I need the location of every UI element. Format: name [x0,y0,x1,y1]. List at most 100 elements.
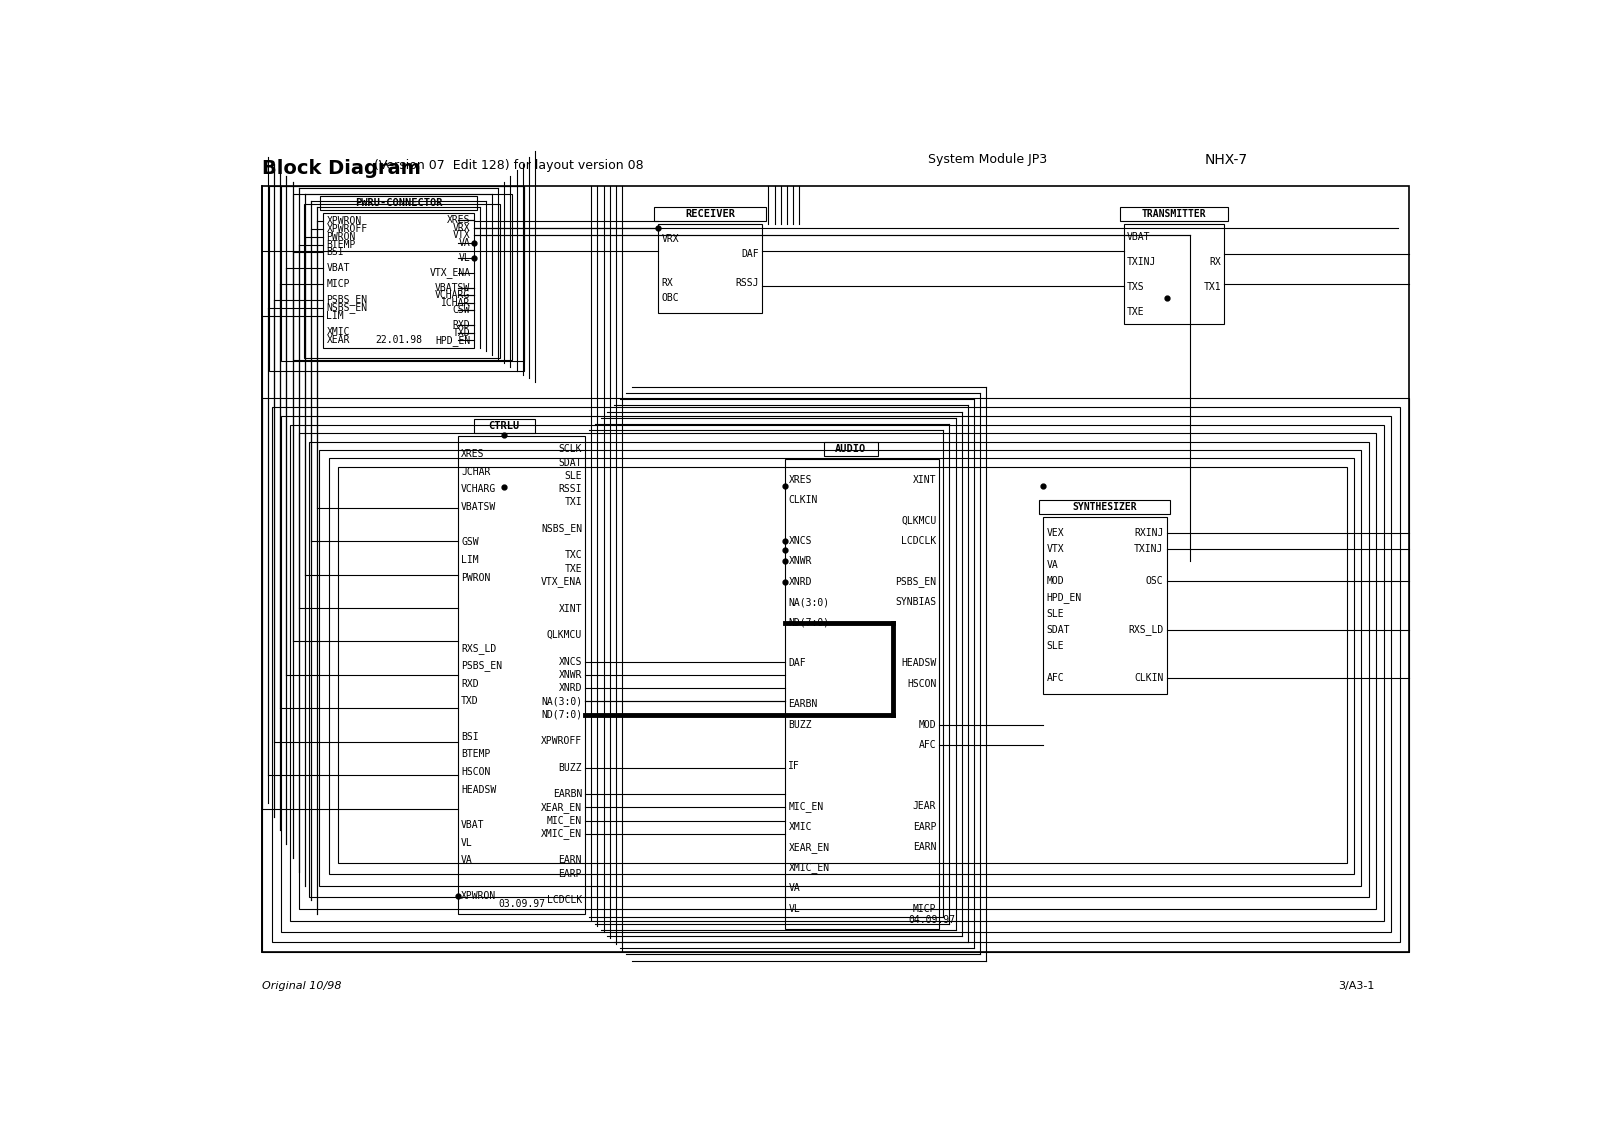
Text: AFC: AFC [1046,674,1064,683]
Bar [328,458,1354,874]
Text: JCHAR: JCHAR [461,466,491,477]
Text: RSSJ: RSSJ [736,278,758,289]
Text: HSCON: HSCON [461,767,491,777]
Text: XRES: XRES [789,474,811,484]
Text: XRES: XRES [446,215,470,225]
Text: LIM: LIM [461,555,478,565]
Bar [318,451,1362,886]
Text: CLKIN: CLKIN [789,495,818,505]
Text: PSBS_EN: PSBS_EN [461,661,502,671]
Text: MOD: MOD [1046,576,1064,586]
Bar [290,424,1384,921]
Text: RSSI: RSSI [558,484,582,495]
Text: SLE: SLE [1046,641,1064,651]
Bar [299,434,1376,909]
Text: LIM: LIM [326,311,344,320]
Text: PSBS_EN: PSBS_EN [326,294,368,306]
Text: VL: VL [459,252,470,263]
Text: VBAT: VBAT [326,264,350,273]
Text: XEAR_EN: XEAR_EN [789,842,829,852]
Text: HSCON: HSCON [907,679,936,689]
Text: TXS: TXS [1128,282,1146,292]
Text: DAF: DAF [789,659,806,669]
Bar [272,406,1400,942]
Bar [304,204,501,358]
Text: VA: VA [461,856,474,866]
Text: CTRLU: CTRLU [488,421,520,431]
Text: OSC: OSC [1146,576,1163,586]
Text: VTX_ENA: VTX_ENA [429,267,470,278]
Text: XMIC_EN: XMIC_EN [541,829,582,840]
Bar [824,443,878,456]
Text: AFC: AFC [918,740,936,751]
Text: MICP: MICP [912,903,936,914]
Text: MICP: MICP [326,280,350,289]
Text: NA(3:0): NA(3:0) [541,696,582,706]
Text: XNRD: XNRD [789,577,811,586]
Text: 22.01.98: 22.01.98 [374,335,422,345]
Text: RXD: RXD [453,320,470,331]
Bar [1043,517,1166,694]
Text: VEX: VEX [1046,529,1064,538]
Text: TXE: TXE [565,564,582,574]
Text: BUZZ: BUZZ [789,720,811,730]
Text: QLKMCU: QLKMCU [901,515,936,525]
Text: RXINJ: RXINJ [1134,529,1163,538]
Text: VRX: VRX [661,234,678,245]
Text: BTEMP: BTEMP [326,240,355,249]
Bar [786,460,939,929]
Text: SDAT: SDAT [558,457,582,468]
Text: VL: VL [461,838,474,848]
Text: TX1: TX1 [1203,282,1221,292]
Text: XNCS: XNCS [558,657,582,667]
Text: PWRON: PWRON [461,573,491,583]
Text: TXI: TXI [565,497,582,507]
Text: BTEMP: BTEMP [461,749,491,760]
Text: CLKIN: CLKIN [1134,674,1163,683]
Bar [262,186,1410,952]
Text: HPD_EN: HPD_EN [435,335,470,345]
Text: XINT: XINT [558,603,582,614]
Text: VA: VA [789,883,800,893]
Text: NA(3:0): NA(3:0) [789,598,829,607]
Bar [1040,500,1170,514]
Text: JEAR: JEAR [912,801,936,812]
Text: Block Diagram: Block Diagram [262,158,421,178]
Text: LCDCLK: LCDCLK [547,895,582,906]
Text: SCLK: SCLK [558,445,582,454]
Bar [658,224,762,312]
Bar [282,417,1392,932]
Text: VA: VA [1046,560,1058,571]
Text: XMIC: XMIC [326,327,350,336]
Text: TXINJ: TXINJ [1134,544,1163,555]
Text: TXD: TXD [453,327,470,337]
Text: EARP: EARP [558,868,582,878]
Text: NSBS_EN: NSBS_EN [326,302,368,314]
Text: RXD: RXD [461,679,478,688]
Text: SDAT: SDAT [1046,625,1070,635]
Text: PSBS_EN: PSBS_EN [894,576,936,588]
Text: NSBS_EN: NSBS_EN [541,523,582,534]
Text: TRANSMITTER: TRANSMITTER [1142,209,1206,220]
Text: 3/A3-1: 3/A3-1 [1338,980,1374,990]
Bar [1125,224,1224,325]
Text: NHX-7: NHX-7 [1205,153,1248,166]
Bar [320,196,477,209]
Text: XNWR: XNWR [558,670,582,680]
Text: System Module JP3: System Module JP3 [928,153,1046,165]
Text: BSI: BSI [461,731,478,741]
Text: RX: RX [661,278,674,289]
Bar [282,186,523,361]
Text: PWRU-CONNECTOR: PWRU-CONNECTOR [355,198,442,208]
Text: VCHARG: VCHARG [435,290,470,300]
Text: OBC: OBC [661,293,678,303]
Text: 03.09.97: 03.09.97 [498,899,546,909]
Text: VL: VL [789,903,800,914]
Text: XEAR: XEAR [326,335,350,344]
Text: IF: IF [789,761,800,771]
Text: VBATSW: VBATSW [435,283,470,293]
Text: XMIC: XMIC [789,822,811,832]
Text: MOD: MOD [918,720,936,730]
Bar [309,441,1370,898]
Text: XMIC_EN: XMIC_EN [789,863,829,873]
